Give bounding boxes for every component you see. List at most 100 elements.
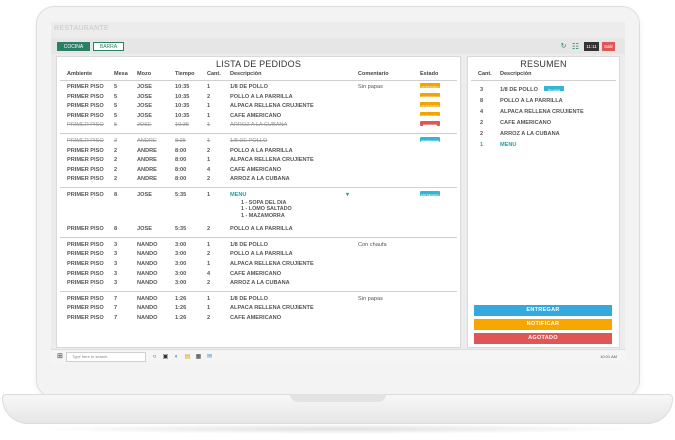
table-row[interactable]: PRIMER PISO 3 NANDO 3:00 2 POLLO A LA PARRILL…	[57, 250, 460, 258]
table-row[interactable]: PRIMER PISO 2 ANDRE 8:00 2 ARROZ A LA CUBANA	[57, 175, 460, 183]
group-divider	[60, 187, 457, 188]
table-row[interactable]: PRIMER PISO 8 JOSE 5:35 1 MENU ENTREGADO ▾	[57, 191, 460, 199]
cell-cant: 1	[207, 260, 211, 267]
summary-row[interactable]: 2 CAFE AMERICANO	[468, 119, 619, 127]
edge-icon[interactable]: ◐	[174, 354, 179, 360]
notify-button[interactable]: NOTIFICAR	[474, 319, 612, 330]
file-explorer-icon[interactable]: ▤	[184, 354, 191, 360]
sold-out-button[interactable]: AGOTADO	[474, 333, 612, 344]
table-row[interactable]: PRIMER PISO 7 NANDO 1:26 1 ALPACA RELLENA CRU…	[57, 304, 460, 312]
status-badge: ENTREGADO	[420, 137, 440, 143]
cell-tiempo: 3:00	[175, 270, 187, 277]
task-view-icon[interactable]: ○	[152, 354, 157, 360]
cell-desc: ARROZ A LA CUBANA	[230, 176, 290, 183]
cell-cant: 1	[207, 122, 211, 129]
cell-desc: POLLO A LA PARRILLA	[230, 226, 293, 233]
cell-desc: ALPACA RELLENA CRUJIENTE	[230, 157, 314, 164]
cell-desc: ALPACA RELLENA CRUJIENTE	[230, 260, 314, 267]
table-row[interactable]: PRIMER PISO 5 JOSE 10:35 1 1/8 DE POLLO Sin pa…	[57, 83, 460, 91]
table-row[interactable]: PRIMER PISO 2 ANDRE 8:35 1 1/8 DE POLLO ENTREG…	[57, 137, 460, 145]
cell-tiempo: 10:35	[175, 84, 190, 90]
refresh-icon[interactable]: ↻	[560, 43, 567, 50]
cell-tiempo: 10:35	[175, 112, 190, 119]
cell-mozo: JOSE	[137, 122, 152, 129]
summary-cant: 1	[480, 142, 484, 148]
cell-desc: ALPACA RELLENA CRUJIENTE	[230, 103, 314, 110]
windows-start-icon[interactable]: ⊞	[57, 353, 63, 360]
summary-row[interactable]: 2 ARROZ A LA CUBANA	[468, 130, 619, 138]
table-row[interactable]: PRIMER PISO 5 JOSE 10:35 1 ALPACA RELLENA CRU…	[57, 102, 460, 110]
cell-mozo: NANDO	[137, 295, 158, 302]
status-badge: NOTIFICADO	[420, 111, 440, 118]
cell-mesa: 7	[114, 314, 118, 321]
table-row[interactable]: PRIMER PISO 2 ANDRE 8:00 4 CAFE AMERICANO	[57, 166, 460, 174]
cell-desc: CAFE AMERICANO	[230, 166, 282, 173]
taskbar-search-input[interactable]: Type here to search	[66, 352, 146, 362]
table-row[interactable]: PRIMER PISO 5 JOSE 10:35 1 ARROZ A LA CUBANA A…	[57, 121, 460, 129]
store-icon[interactable]: ▦	[195, 354, 202, 360]
mail-icon[interactable]: ✉	[206, 354, 213, 360]
table-row[interactable]: PRIMER PISO 3 NANDO 3:00 4 CAFE AMERICANO	[57, 270, 460, 278]
table-row[interactable]: PRIMER PISO 8 JOSE 5:35 2 POLLO A LA PARRILLA	[57, 225, 460, 233]
orders-panel: LISTA DE PEDIDOS Ambiente Mesa Mozo Tiem…	[56, 56, 461, 348]
cell-mozo: NANDO	[137, 314, 158, 321]
cell-ambiente: PRIMER PISO	[67, 103, 104, 110]
grid-icon[interactable]: ☷	[571, 42, 580, 51]
summary-desc: POLLO A LA PARRILLA	[500, 98, 563, 104]
cell-mozo: JOSE	[137, 84, 152, 90]
clock-display: 11:11	[584, 42, 599, 51]
cell-ambiente: PRIMER PISO	[67, 295, 104, 302]
status-badge: ENTREGADO	[420, 191, 440, 197]
laptop-notch	[290, 394, 386, 402]
summary-row[interactable]: 1 MENU	[468, 141, 619, 149]
cell-cant: 1	[207, 138, 211, 144]
cell-ambiente: PRIMER PISO	[67, 176, 104, 183]
cell-cant: 2	[207, 147, 211, 154]
cell-mesa: 2	[114, 157, 118, 164]
app-toolbar: COCINA BARRA ↻ ☷ 11:11 Salir	[51, 38, 625, 54]
cell-cant: 1	[207, 295, 211, 302]
cell-ambiente: PRIMER PISO	[67, 122, 104, 129]
cell-mozo: JOSE	[137, 192, 152, 198]
cell-mesa: 7	[114, 305, 118, 312]
table-row[interactable]: PRIMER PISO 3 NANDO 3:00 1 1/8 DE POLLO Con ch…	[57, 241, 460, 249]
chevron-down-icon[interactable]: ▾	[346, 192, 350, 198]
table-row[interactable]: PRIMER PISO 3 NANDO 3:00 1 ALPACA RELLENA CRU…	[57, 260, 460, 268]
cell-cant: 2	[207, 176, 211, 183]
header-mesa: Mesa	[114, 71, 128, 77]
table-row[interactable]: PRIMER PISO 2 ANDRE 8:00 2 POLLO A LA PARRILL…	[57, 147, 460, 155]
cell-mesa: 3	[114, 241, 118, 248]
summary-row[interactable]: 4 ALPACA RELLENA CRUJIENTE	[468, 108, 619, 116]
table-row[interactable]: PRIMER PISO 5 JOSE 10:35 1 CAFE AMERICANO NOTI…	[57, 111, 460, 120]
cortana-icon[interactable]: ▣	[162, 354, 169, 360]
cell-mozo: ANDRE	[137, 176, 157, 183]
cell-cant: 4	[207, 270, 211, 277]
cell-comentario: Con chaufa	[358, 241, 387, 248]
cell-desc: POLLO A LA PARRILLA	[230, 251, 293, 258]
cell-comentario: Sin papas	[358, 84, 383, 90]
table-row[interactable]: PRIMER PISO 5 JOSE 10:35 2 POLLO A LA PARRILL…	[57, 92, 460, 101]
cell-mozo: NANDO	[137, 241, 158, 248]
cell-desc: POLLO A LA PARRILLA	[230, 93, 293, 100]
cell-desc: ALPACA RELLENA CRUJIENTE	[230, 305, 314, 312]
cell-mozo: NANDO	[137, 280, 158, 287]
table-row[interactable]: PRIMER PISO 3 NANDO 3:00 2 ARROZ A LA CUBANA	[57, 279, 460, 287]
exit-button[interactable]: Salir	[602, 42, 615, 51]
cell-ambiente: PRIMER PISO	[67, 260, 104, 267]
cell-tiempo: 8:00	[175, 157, 187, 164]
cell-ambiente: PRIMER PISO	[67, 138, 104, 144]
cell-tiempo: 3:00	[175, 260, 187, 267]
table-row[interactable]: PRIMER PISO 7 NANDO 1:26 2 CAFE AMERICANO	[57, 314, 460, 322]
table-row[interactable]: PRIMER PISO 7 NANDO 1:26 1 1/8 DE POLLO Sin pa…	[57, 295, 460, 303]
header-divider	[60, 80, 457, 81]
tab-barra[interactable]: BARRA	[93, 42, 124, 51]
deliver-button[interactable]: ENTREGAR	[474, 305, 612, 316]
tab-cocina[interactable]: COCINA	[57, 42, 90, 51]
cell-mesa: 2	[114, 147, 118, 154]
table-row[interactable]: PRIMER PISO 2 ANDRE 8:00 1 ALPACA RELLENA CRU…	[57, 156, 460, 164]
laptop-shadow	[30, 424, 645, 434]
cell-mozo: ANDRE	[137, 138, 157, 144]
screen: RESTAURANTE COCINA BARRA ↻ ☷ 11:11 Salir…	[51, 22, 625, 363]
summary-row[interactable]: 8 POLLO A LA PARRILLA	[468, 97, 619, 105]
